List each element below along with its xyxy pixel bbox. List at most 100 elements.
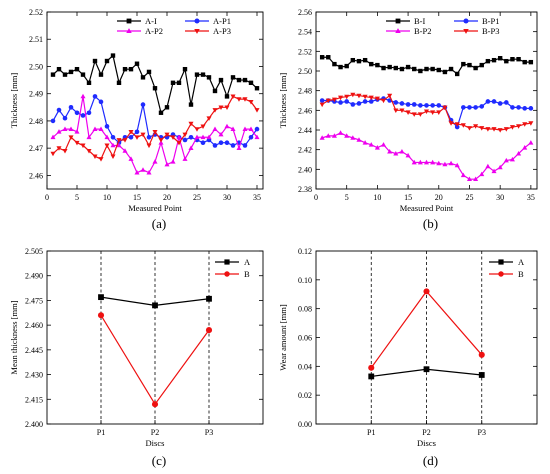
y-tick-label: 2.38	[298, 185, 312, 194]
data-point	[170, 135, 176, 140]
data-point	[375, 62, 380, 68]
series-a	[368, 366, 485, 380]
panel-d: 0.00 0.02 0.04 0.06 0.08 0.10 0.12 P1 P2 P3 Discs W…	[278, 247, 538, 468]
data-point	[430, 159, 436, 165]
data-point	[516, 124, 522, 129]
data-point	[80, 72, 86, 77]
data-point	[194, 127, 200, 132]
data-point	[62, 72, 68, 77]
data-point	[369, 61, 374, 67]
data-point	[350, 135, 356, 140]
data-point	[97, 312, 105, 319]
data-point	[200, 140, 206, 146]
x-tick-label: P2	[151, 428, 159, 437]
data-point	[338, 64, 343, 70]
data-point	[356, 58, 362, 64]
y-tick-label: 2.505	[25, 247, 43, 256]
data-point	[423, 109, 430, 114]
legend-label: B-P2	[414, 26, 431, 36]
data-point	[479, 126, 485, 131]
data-point	[319, 102, 325, 108]
data-point	[236, 145, 242, 151]
data-point	[454, 162, 460, 168]
x-tick-label: 20	[435, 193, 443, 202]
data-point	[497, 101, 503, 106]
data-point	[164, 105, 170, 110]
series-line	[321, 132, 532, 180]
y-tick-label: 2.44	[298, 126, 312, 135]
x-tick-label: 0	[314, 193, 318, 202]
data-point	[479, 104, 485, 109]
data-point	[466, 176, 473, 182]
legend-marker	[395, 18, 401, 24]
data-point	[344, 63, 349, 69]
panel-a: 2.46 2.47 2.48 2.49 2.50 2.51 2.52 0 5 10 15 20 25 30…	[9, 8, 264, 231]
data-point	[116, 142, 122, 148]
x-tick-label: 35	[527, 193, 535, 202]
data-point	[146, 143, 152, 149]
legend: AB	[215, 257, 251, 279]
data-point	[350, 92, 356, 98]
data-point	[230, 126, 236, 131]
data-point	[503, 100, 509, 105]
data-point	[387, 93, 393, 99]
data-point	[152, 129, 158, 135]
data-point	[50, 151, 56, 157]
data-point	[74, 140, 80, 146]
data-point	[50, 134, 56, 140]
data-point	[140, 75, 146, 80]
data-point	[522, 59, 527, 65]
data-point	[140, 102, 146, 107]
data-point	[146, 170, 152, 175]
data-point	[80, 93, 86, 99]
data-point	[164, 132, 170, 138]
data-point	[151, 401, 159, 408]
y-tick-label: 2.430	[25, 371, 43, 380]
plot-frame	[46, 11, 264, 190]
legend-label: A-I	[145, 16, 157, 26]
x-tick-label: 15	[133, 193, 141, 202]
data-point	[368, 99, 374, 104]
data-point	[461, 105, 466, 110]
data-point	[98, 99, 104, 105]
data-point	[200, 124, 206, 130]
data-point	[411, 112, 417, 117]
y-tick-label: 2.52	[298, 47, 312, 56]
data-point	[466, 126, 473, 131]
data-point	[491, 168, 497, 174]
data-point	[230, 75, 236, 80]
y-tick-label: 2.48	[298, 87, 312, 96]
data-point	[128, 156, 134, 161]
panel-c: 2.400 2.415 2.430 2.445 2.460 2.475 2.490 2.505…	[9, 247, 264, 468]
panel-b: 2.38 2.40 2.42 2.44 2.46 2.48 2.50 2.52 2.54 2.56…	[278, 8, 538, 231]
data-point	[86, 134, 92, 140]
data-point	[430, 110, 436, 115]
x-tick-label: 5	[345, 193, 349, 202]
data-point	[356, 93, 362, 99]
data-point	[152, 159, 158, 164]
x-axis-title: Discs	[417, 438, 436, 448]
data-point	[442, 161, 448, 167]
data-point	[224, 94, 230, 99]
data-point	[418, 68, 423, 74]
data-point	[405, 152, 411, 158]
x-axis-title: Discs	[146, 438, 165, 448]
data-point	[528, 140, 534, 145]
data-point	[62, 126, 68, 131]
legend-label: B-P1	[482, 16, 499, 26]
legend-marker	[463, 18, 469, 24]
data-point	[56, 146, 62, 151]
x-tick-label: P3	[478, 428, 486, 437]
data-point	[158, 110, 164, 115]
data-point	[362, 94, 368, 100]
legend: AB	[489, 257, 525, 279]
data-point	[338, 95, 344, 101]
series-b-p2	[319, 130, 534, 182]
y-tick-label: 2.48	[29, 117, 43, 126]
data-point	[411, 159, 417, 165]
data-point	[387, 64, 392, 70]
data-point	[510, 57, 515, 62]
data-point	[430, 66, 435, 72]
series-a-p2	[50, 93, 260, 175]
